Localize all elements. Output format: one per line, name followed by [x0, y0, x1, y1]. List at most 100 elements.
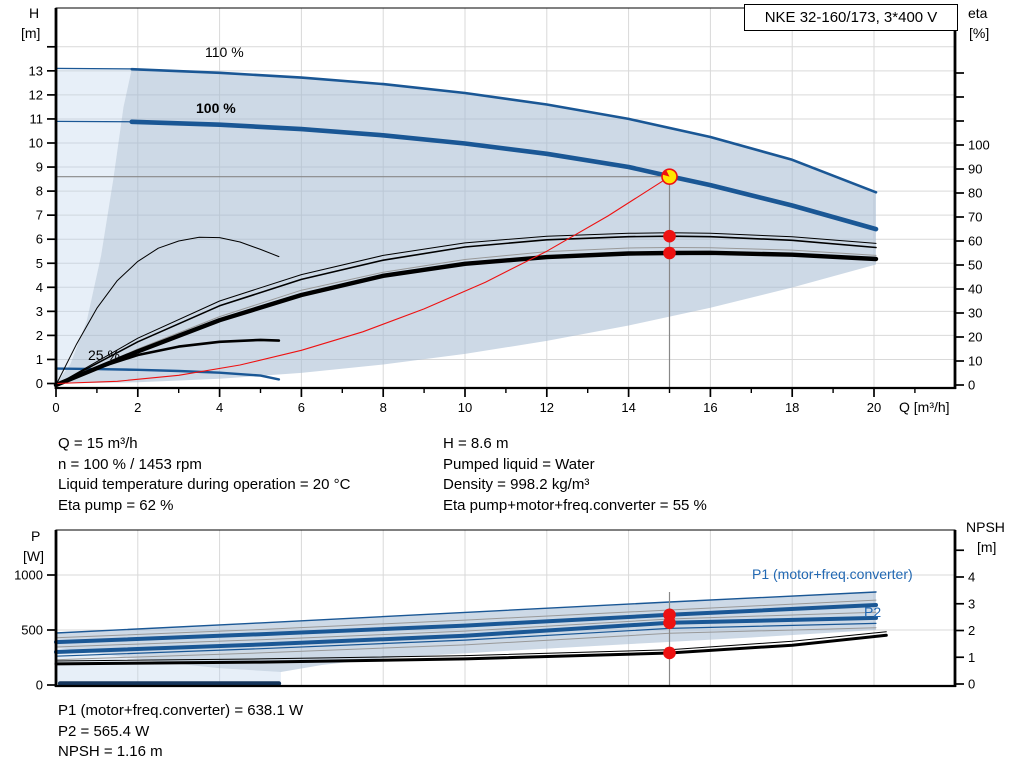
p1-envelope-top	[55, 591, 877, 634]
tick-label: 80	[968, 186, 982, 201]
tick-label: 3	[36, 304, 43, 319]
tick-label: 70	[968, 210, 982, 225]
readout-h: H = 8.6 m	[443, 435, 509, 452]
tick-label: 4	[968, 570, 975, 585]
tick-label: 2	[36, 328, 43, 343]
tick-label: 7	[36, 208, 43, 223]
readout-eta-total: Eta pump+motor+freq.converter = 55 %	[443, 496, 707, 514]
tick-label: 4	[216, 400, 223, 415]
tick-label: 18	[785, 400, 799, 415]
tick-label: 8	[36, 184, 43, 199]
duty-point-marker[interactable]	[661, 168, 678, 185]
readout-liquid: Pumped liquid = Water	[443, 455, 595, 473]
bottom-left-ticks: 0 500 1000	[14, 568, 56, 693]
tick-label: 20	[968, 330, 982, 345]
speed-110-curve	[130, 67, 878, 194]
speed-110-label: 110 %	[205, 44, 244, 60]
tick-label: 2	[134, 400, 141, 415]
readout-p2: P2 = 565.4 W	[58, 722, 150, 740]
band-gray-1	[55, 599, 877, 639]
eta-total-marker	[663, 246, 676, 260]
readout-p1: P1 (motor+freq.converter) = 638.1 W	[58, 702, 304, 719]
speed-25-label: 25 %	[88, 347, 120, 363]
q-axis-label: Q [m³/h]	[899, 399, 950, 415]
tick-label: 0	[36, 678, 43, 693]
power-envelope-light	[56, 647, 281, 685]
readout-q: Q = 15 m³/h	[58, 435, 138, 452]
p1-curve-label: P1 (motor+freq.converter)	[752, 566, 913, 582]
tick-label: 11	[30, 111, 44, 126]
bottom-right-ticks: 0 1 2 3 4	[955, 549, 975, 692]
speed-100-label: 100 %	[196, 100, 236, 116]
npsh-axis-unit: [m]	[977, 539, 997, 555]
npsh-marker	[663, 646, 676, 660]
tick-label: 9	[36, 160, 43, 175]
eta-25-curve	[54, 338, 281, 387]
power-readout: P1 (motor+freq.converter) = 638.1 W P2 =…	[58, 701, 303, 763]
p2-curve-label: P2	[864, 604, 882, 620]
eta-total-curve	[53, 250, 879, 388]
tick-label: 10	[29, 136, 43, 151]
eta-band-gray	[55, 247, 877, 386]
tick-label: 40	[968, 282, 982, 297]
tick-label: 10	[968, 354, 982, 369]
tick-label: 0	[52, 400, 59, 415]
tick-label: 0	[968, 677, 975, 692]
h-axis-title: H	[29, 5, 40, 21]
tick-label: 0	[36, 376, 43, 391]
tick-label: 4	[36, 280, 43, 295]
tick-label: 12	[29, 87, 43, 102]
top-crosshair	[56, 176, 671, 388]
tick-label: 500	[21, 623, 43, 638]
tick-label: 12	[540, 400, 554, 415]
operating-envelope-light	[56, 69, 132, 384]
top-chart: 0123456789101112130102030405060708090100…	[29, 7, 990, 415]
tick-label: 60	[968, 234, 982, 249]
eta-axis-title: eta	[968, 5, 988, 21]
tick-label: 8	[380, 400, 387, 415]
eta-axis-unit: [%]	[969, 25, 990, 41]
tick-label: 90	[968, 162, 982, 177]
tick-label: 20	[867, 400, 881, 415]
duty-point-wedge	[662, 170, 670, 177]
band-gray-3	[55, 627, 877, 661]
tick-label: 6	[298, 400, 305, 415]
tick-label: 0	[968, 378, 975, 393]
eta-pump-curve	[55, 235, 877, 386]
npsh-curve	[54, 633, 888, 666]
speed-100-curve	[129, 119, 879, 232]
tick-label: 1	[36, 352, 43, 367]
readout-temperature: Liquid temperature during operation = 20…	[58, 476, 351, 494]
operating-envelope	[56, 69, 876, 384]
system-curve-red	[55, 176, 671, 385]
p-axis-unit: [W]	[23, 548, 44, 564]
tick-label: 2	[968, 623, 975, 638]
bottom-markers	[663, 608, 676, 660]
band-gray-2	[55, 611, 877, 648]
eta-pump-25-arc	[55, 236, 280, 386]
readout-speed: n = 100 % / 1453 rpm	[58, 455, 202, 473]
tick-label: 6	[36, 232, 43, 247]
tick-label: 30	[968, 306, 982, 321]
tick-label: 1000	[14, 568, 43, 583]
top-x-ticks: 0 2 4 6 8 10 12 14 16 18 20	[52, 388, 916, 415]
tick-label: 100	[968, 138, 990, 153]
tick-label: 3	[968, 596, 975, 611]
npsh-axis-title: NPSH	[966, 519, 1005, 535]
tick-label: 13	[29, 63, 43, 78]
p2-curve	[54, 615, 878, 654]
pump-model-title: NKE 32-160/173, 3*400 V	[744, 4, 958, 31]
readout-npsh: NPSH = 1.16 m	[58, 743, 163, 761]
tick-label: 14	[621, 400, 635, 415]
p-axis-title: P	[31, 528, 41, 544]
readout-density: Density = 998.2 kg/m³	[443, 476, 590, 494]
band-blue-low	[55, 622, 877, 657]
readout-eta-pump: Eta pump = 62 %	[58, 496, 174, 514]
eta-pump-110-thin	[55, 232, 877, 386]
tick-label: 5	[36, 256, 43, 271]
h-axis-unit: [m]	[21, 25, 41, 41]
top-right-ticks: 0 10 20 30 40 50 60 70 80 90 100	[955, 72, 990, 393]
duty-readout-left: Q = 15 m³/h n = 100 % / 1453 rpm Liquid …	[58, 434, 350, 516]
